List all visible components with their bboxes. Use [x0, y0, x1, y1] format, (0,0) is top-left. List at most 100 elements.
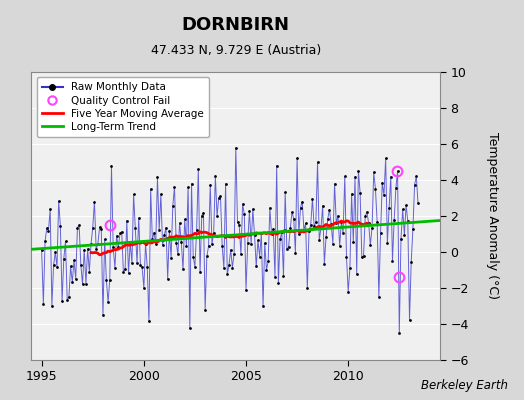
Point: [140, 285, 148, 291]
Point: [79, 281, 87, 288]
Point: [351, 174, 359, 180]
Point: [233, 219, 242, 226]
Point: [240, 211, 248, 218]
Point: [131, 225, 139, 231]
Point: [53, 264, 61, 270]
Point: [117, 228, 126, 235]
Point: [38, 247, 46, 254]
Point: [400, 232, 409, 238]
Point: [390, 216, 398, 223]
Point: [107, 163, 116, 169]
Point: [89, 224, 97, 231]
Point: [68, 279, 77, 285]
Point: [368, 225, 376, 231]
Legend: Raw Monthly Data, Quality Control Fail, Five Year Moving Average, Long-Term Tren: Raw Monthly Data, Quality Control Fail, …: [37, 77, 209, 137]
Point: [341, 173, 349, 180]
Point: [218, 242, 226, 249]
Point: [353, 270, 361, 277]
Point: [104, 299, 112, 305]
Point: [363, 209, 371, 215]
Point: [305, 228, 313, 234]
Point: [252, 263, 260, 270]
Point: [170, 184, 179, 190]
Point: [226, 246, 235, 253]
Point: [298, 198, 307, 205]
Point: [373, 218, 381, 225]
Point: [307, 222, 315, 228]
Point: [356, 190, 364, 196]
Point: [394, 168, 402, 174]
Point: [158, 242, 167, 248]
Point: [60, 256, 68, 262]
Point: [83, 246, 92, 252]
Point: [337, 218, 346, 225]
Point: [263, 267, 271, 273]
Point: [123, 218, 131, 224]
Point: [111, 264, 119, 271]
Point: [54, 198, 63, 204]
Point: [160, 232, 169, 238]
Point: [269, 226, 278, 232]
Point: [230, 250, 238, 257]
Point: [85, 268, 94, 275]
Point: [179, 266, 187, 273]
Point: [151, 241, 160, 247]
Point: [196, 269, 204, 275]
Point: [259, 303, 267, 309]
Point: [322, 234, 330, 240]
Point: [339, 230, 347, 236]
Point: [188, 180, 196, 187]
Point: [376, 230, 385, 236]
Point: [45, 227, 53, 234]
Point: [124, 270, 133, 277]
Point: [48, 303, 56, 309]
Point: [56, 223, 64, 230]
Point: [297, 204, 305, 211]
Point: [203, 253, 211, 260]
Point: [141, 241, 150, 247]
Point: [247, 241, 255, 248]
Point: [215, 194, 223, 201]
Point: [294, 231, 303, 237]
Point: [46, 206, 54, 212]
Point: [216, 193, 225, 199]
Point: [381, 155, 390, 162]
Point: [288, 209, 296, 215]
Point: [184, 184, 192, 190]
Point: [278, 229, 286, 235]
Point: [155, 227, 163, 234]
Point: [380, 192, 388, 198]
Point: [154, 174, 162, 180]
Point: [271, 274, 279, 280]
Point: [136, 262, 145, 268]
Point: [51, 249, 60, 256]
Point: [342, 254, 351, 260]
Point: [42, 225, 51, 231]
Point: [313, 159, 322, 165]
Point: [344, 288, 353, 295]
Point: [174, 251, 182, 258]
Point: [39, 301, 48, 307]
Point: [222, 180, 230, 187]
Point: [267, 231, 276, 237]
Point: [325, 206, 334, 213]
Point: [279, 273, 288, 280]
Point: [303, 285, 312, 291]
Point: [244, 240, 252, 246]
Point: [138, 264, 146, 270]
Point: [143, 264, 151, 270]
Point: [331, 180, 339, 187]
Text: DORNBIRN: DORNBIRN: [182, 16, 290, 34]
Point: [354, 168, 363, 174]
Point: [347, 191, 356, 197]
Point: [308, 196, 316, 202]
Point: [235, 222, 244, 228]
Point: [387, 173, 395, 180]
Point: [126, 239, 134, 246]
Point: [249, 206, 257, 212]
Point: [281, 189, 289, 196]
Point: [87, 240, 95, 247]
Point: [406, 317, 414, 324]
Point: [332, 220, 341, 226]
Point: [165, 227, 173, 234]
